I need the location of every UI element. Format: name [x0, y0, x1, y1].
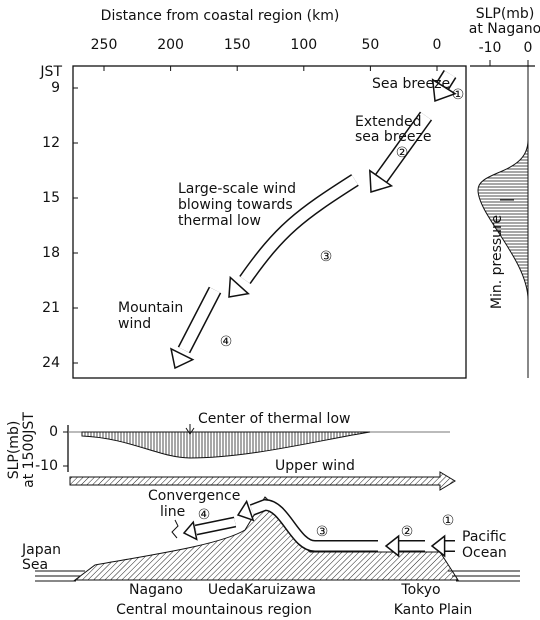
stage-marker: ④	[220, 334, 233, 350]
upper-wind-arrow	[69, 471, 456, 491]
annotation: Sea breeze	[372, 76, 450, 92]
convergence-label: Convergence	[148, 488, 240, 504]
arrow-head	[430, 534, 446, 558]
x-tick-label: 150	[224, 37, 251, 53]
x-tick-label: 200	[157, 37, 184, 53]
annotation: sea breeze	[355, 129, 431, 145]
stage-marker: ④	[198, 507, 211, 523]
y-tick-label: 12	[42, 135, 60, 151]
y-tick-label: 18	[42, 245, 60, 261]
stage-marker: ①	[452, 87, 465, 103]
min-pressure-label: Min. pressure	[489, 215, 505, 309]
pressure-sublabel: at Nagano	[469, 21, 540, 37]
x-tick-label: 250	[91, 37, 118, 53]
x-axis-label: Distance from coastal region (km)	[101, 8, 340, 24]
x-tick-label: 0	[433, 37, 442, 53]
x-tick-label: 100	[290, 37, 317, 53]
place-label: Karuizawa	[244, 582, 316, 598]
arrow-body	[240, 175, 358, 284]
annotation: Mountain	[118, 300, 183, 316]
sea-lines	[35, 570, 520, 582]
arrow-head	[182, 520, 198, 541]
place-label: Nagano	[129, 582, 183, 598]
x-tick-label: 50	[361, 37, 379, 53]
slp-tick-label: -10	[35, 458, 58, 474]
annotation: thermal low	[178, 213, 261, 229]
sea-label: Sea	[22, 557, 48, 573]
arrow-head	[384, 534, 400, 558]
thermal-low-curve	[81, 431, 371, 459]
pressure-tick-label: 0	[524, 40, 533, 56]
sea-label: Japan	[21, 542, 61, 558]
y-axis-label: JST	[39, 64, 62, 80]
upper-wind-label: Upper wind	[275, 458, 355, 474]
annotation: wind	[118, 316, 151, 332]
y-tick-label: 24	[42, 355, 60, 371]
stage-marker: ②	[401, 524, 414, 540]
arrow-head	[431, 78, 457, 103]
center-pointer	[185, 424, 195, 435]
annotation: Large-scale wind	[178, 181, 296, 197]
y-tick-label: 21	[42, 300, 60, 316]
arrow-head	[170, 347, 195, 370]
sea-label: Ocean	[462, 545, 507, 561]
slp-label: SLP(mb)	[6, 421, 22, 480]
convergence-label: line	[160, 504, 185, 520]
pressure-label: SLP(mb)	[476, 6, 535, 22]
stage-marker: ②	[396, 145, 409, 161]
arrow-head	[228, 275, 250, 298]
slp-sublabel: at 1500JST	[21, 412, 37, 488]
convergence-mark	[171, 519, 179, 539]
annotation: blowing towards	[178, 197, 293, 213]
region-label: Central mountainous region	[116, 602, 312, 618]
y-tick-label: 15	[42, 190, 60, 206]
slp-tick-label: 0	[49, 424, 58, 440]
stage-marker: ①	[442, 513, 455, 529]
y-tick-label: 9	[51, 80, 60, 96]
main-frame	[72, 65, 467, 379]
arrow-body	[195, 518, 236, 534]
annotation: Extended	[355, 114, 422, 130]
pressure-curve	[477, 139, 529, 301]
sea-label: Pacific	[462, 529, 507, 545]
center-label: Center of thermal low	[198, 411, 350, 427]
arrow-body	[250, 500, 378, 551]
place-label: Tokyo	[400, 582, 440, 598]
pressure-tick-label: -10	[479, 40, 502, 56]
arrow-head	[236, 499, 255, 522]
arrow-body	[375, 112, 431, 184]
place-label: Ueda	[208, 582, 244, 598]
arrow-head	[368, 169, 394, 193]
region-label: Kanto Plain	[394, 602, 473, 618]
stage-marker: ③	[316, 524, 329, 540]
arrow-body	[179, 287, 220, 353]
stage-marker: ③	[320, 249, 333, 265]
